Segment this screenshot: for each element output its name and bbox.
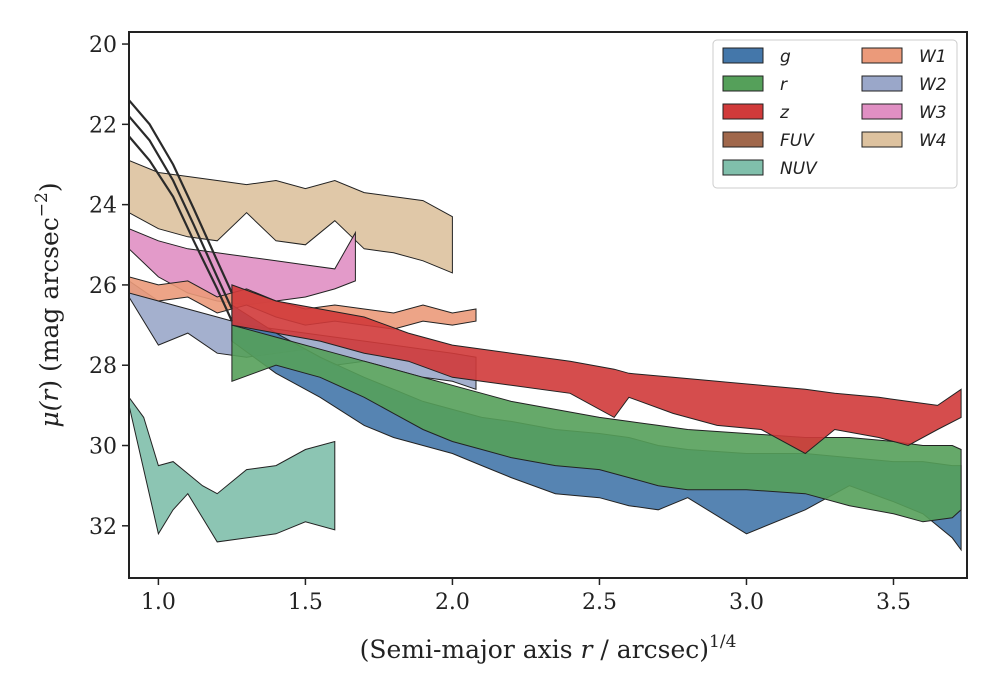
legend: grz FUV NUV W1 W2 W3 W4 xyxy=(712,39,958,189)
legend-item-w2: W2 xyxy=(861,75,947,95)
model-curve-2 xyxy=(129,115,233,310)
x-tick-label: 2.5 xyxy=(582,590,617,615)
series-area-z xyxy=(231,284,962,455)
x-axis-ticks: 1.0 1.5 2.0 2.5 3.0 3.5 xyxy=(141,578,911,615)
plot-frame xyxy=(128,31,968,579)
legend-label: FUV xyxy=(780,131,815,151)
legend-label: W2 xyxy=(919,75,947,95)
model-curves xyxy=(129,99,233,322)
y-tick-label: 22 xyxy=(89,113,117,138)
legend-swatch xyxy=(861,75,903,92)
y-tick-label: 30 xyxy=(89,435,117,460)
legend-label: W3 xyxy=(919,103,947,123)
x-tick-label: 3.0 xyxy=(729,590,764,615)
legend-label: r xyxy=(780,75,788,95)
legend-swatch xyxy=(722,75,764,92)
y-axis-ticks: 20 22 24 26 28 30 32 xyxy=(89,33,129,540)
legend-label: W1 xyxy=(919,47,947,67)
y-tick-label: 20 xyxy=(89,33,117,58)
legend-swatch xyxy=(722,159,764,176)
legend-swatch xyxy=(722,131,764,148)
legend-label: NUV xyxy=(780,159,818,179)
series-area-w4 xyxy=(129,159,453,274)
series-area-r xyxy=(231,324,962,523)
legend-swatch xyxy=(861,103,903,120)
legend-label: z xyxy=(779,103,790,123)
legend-label: g xyxy=(780,47,791,67)
y-tick-label: 26 xyxy=(89,274,117,299)
legend-item-w3: W3 xyxy=(861,103,947,123)
y-tick-label: 28 xyxy=(89,354,117,379)
x-tick-label: 1.5 xyxy=(288,590,323,615)
y-axis-label: μ(r) (mag arcsec−2) xyxy=(32,182,64,427)
model-curve-1 xyxy=(129,99,233,294)
legend-item-nuv: NUV xyxy=(722,159,818,179)
y-tick-label: 24 xyxy=(89,194,117,219)
legend-swatch xyxy=(722,47,764,64)
x-axis-label: (Semi-major axis r / arcsec)1/4 xyxy=(360,632,737,664)
legend-label: W4 xyxy=(919,131,947,151)
legend-item-r: r xyxy=(722,75,788,95)
legend-item-fuv: FUV xyxy=(722,131,815,151)
legend-item-g: g xyxy=(722,47,791,67)
x-tick-label: 3.5 xyxy=(876,590,911,615)
legend-swatch xyxy=(722,103,764,120)
x-tick-label: 2.0 xyxy=(435,590,470,615)
legend-item-w4: W4 xyxy=(861,131,947,151)
legend-swatch xyxy=(861,131,903,148)
legend-item-z: z xyxy=(722,103,790,123)
legend-swatch xyxy=(861,47,903,64)
plot-area xyxy=(129,159,962,552)
legend-item-w1: W1 xyxy=(861,47,947,67)
x-tick-label: 1.0 xyxy=(141,590,176,615)
y-tick-label: 32 xyxy=(89,515,117,540)
series-area-nuv xyxy=(129,396,336,543)
model-curve-3 xyxy=(129,135,233,322)
